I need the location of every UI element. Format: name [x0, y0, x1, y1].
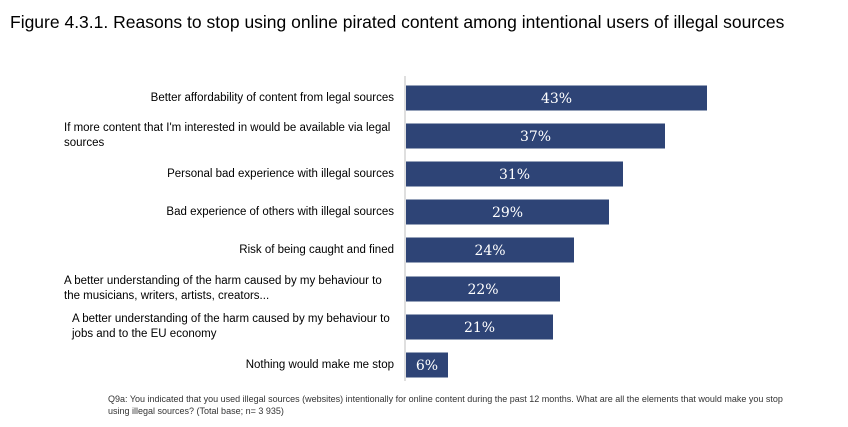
- data-label-4: 24%: [474, 243, 505, 259]
- category-label-1: If more content that I'm interested in w…: [64, 122, 391, 149]
- bar-0: [406, 85, 707, 111]
- category-label-3: Bad experience of others with illegal so…: [166, 205, 394, 218]
- data-label-5: 22%: [467, 282, 498, 298]
- data-label-3: 29%: [492, 205, 523, 221]
- data-label-6: 21%: [464, 320, 495, 336]
- category-label-7: Nothing would make me stop: [245, 358, 394, 371]
- data-label-2: 31%: [499, 167, 530, 183]
- data-label-0: 43%: [541, 91, 572, 107]
- category-label-5: A better understanding of the harm cause…: [64, 275, 382, 302]
- bar-5: [406, 276, 560, 302]
- category-label-2: Personal bad experience with illegal sou…: [167, 167, 394, 180]
- data-label-7: 6%: [416, 358, 438, 374]
- data-label-1: 37%: [520, 129, 551, 145]
- category-label-0: Better affordability of content from leg…: [150, 91, 394, 104]
- chart-note: Q9a: You indicated that you used illegal…: [108, 394, 783, 416]
- chart-title: Figure 4.3.1. Reasons to stop using onli…: [10, 12, 785, 32]
- bar-7: [406, 352, 448, 378]
- bar-6: [406, 314, 553, 340]
- bar-3: [406, 199, 609, 225]
- category-label-4: Risk of being caught and fined: [239, 243, 394, 256]
- bar-1: [406, 123, 665, 149]
- bar-4: [406, 237, 574, 263]
- category-label-6: A better understanding of the harm cause…: [72, 313, 390, 340]
- bar-2: [406, 161, 623, 187]
